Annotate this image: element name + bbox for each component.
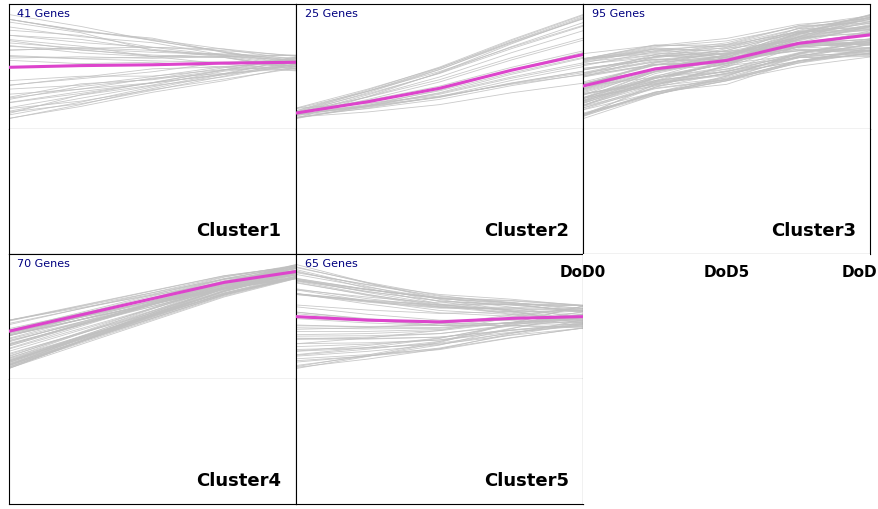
- Text: DoD5: DoD5: [702, 265, 749, 279]
- Text: Cluster4: Cluster4: [197, 471, 281, 489]
- Text: 41 Genes: 41 Genes: [18, 9, 70, 19]
- Text: Cluster3: Cluster3: [770, 221, 855, 240]
- Text: DoD0: DoD0: [559, 265, 606, 279]
- Text: Cluster1: Cluster1: [197, 221, 281, 240]
- Text: Cluster5: Cluster5: [483, 471, 568, 489]
- Text: 25 Genes: 25 Genes: [304, 9, 357, 19]
- Text: 70 Genes: 70 Genes: [18, 258, 70, 268]
- Text: DoD10: DoD10: [841, 265, 878, 279]
- Text: Cluster2: Cluster2: [483, 221, 568, 240]
- Text: 65 Genes: 65 Genes: [304, 258, 356, 268]
- Text: 95 Genes: 95 Genes: [591, 9, 644, 19]
